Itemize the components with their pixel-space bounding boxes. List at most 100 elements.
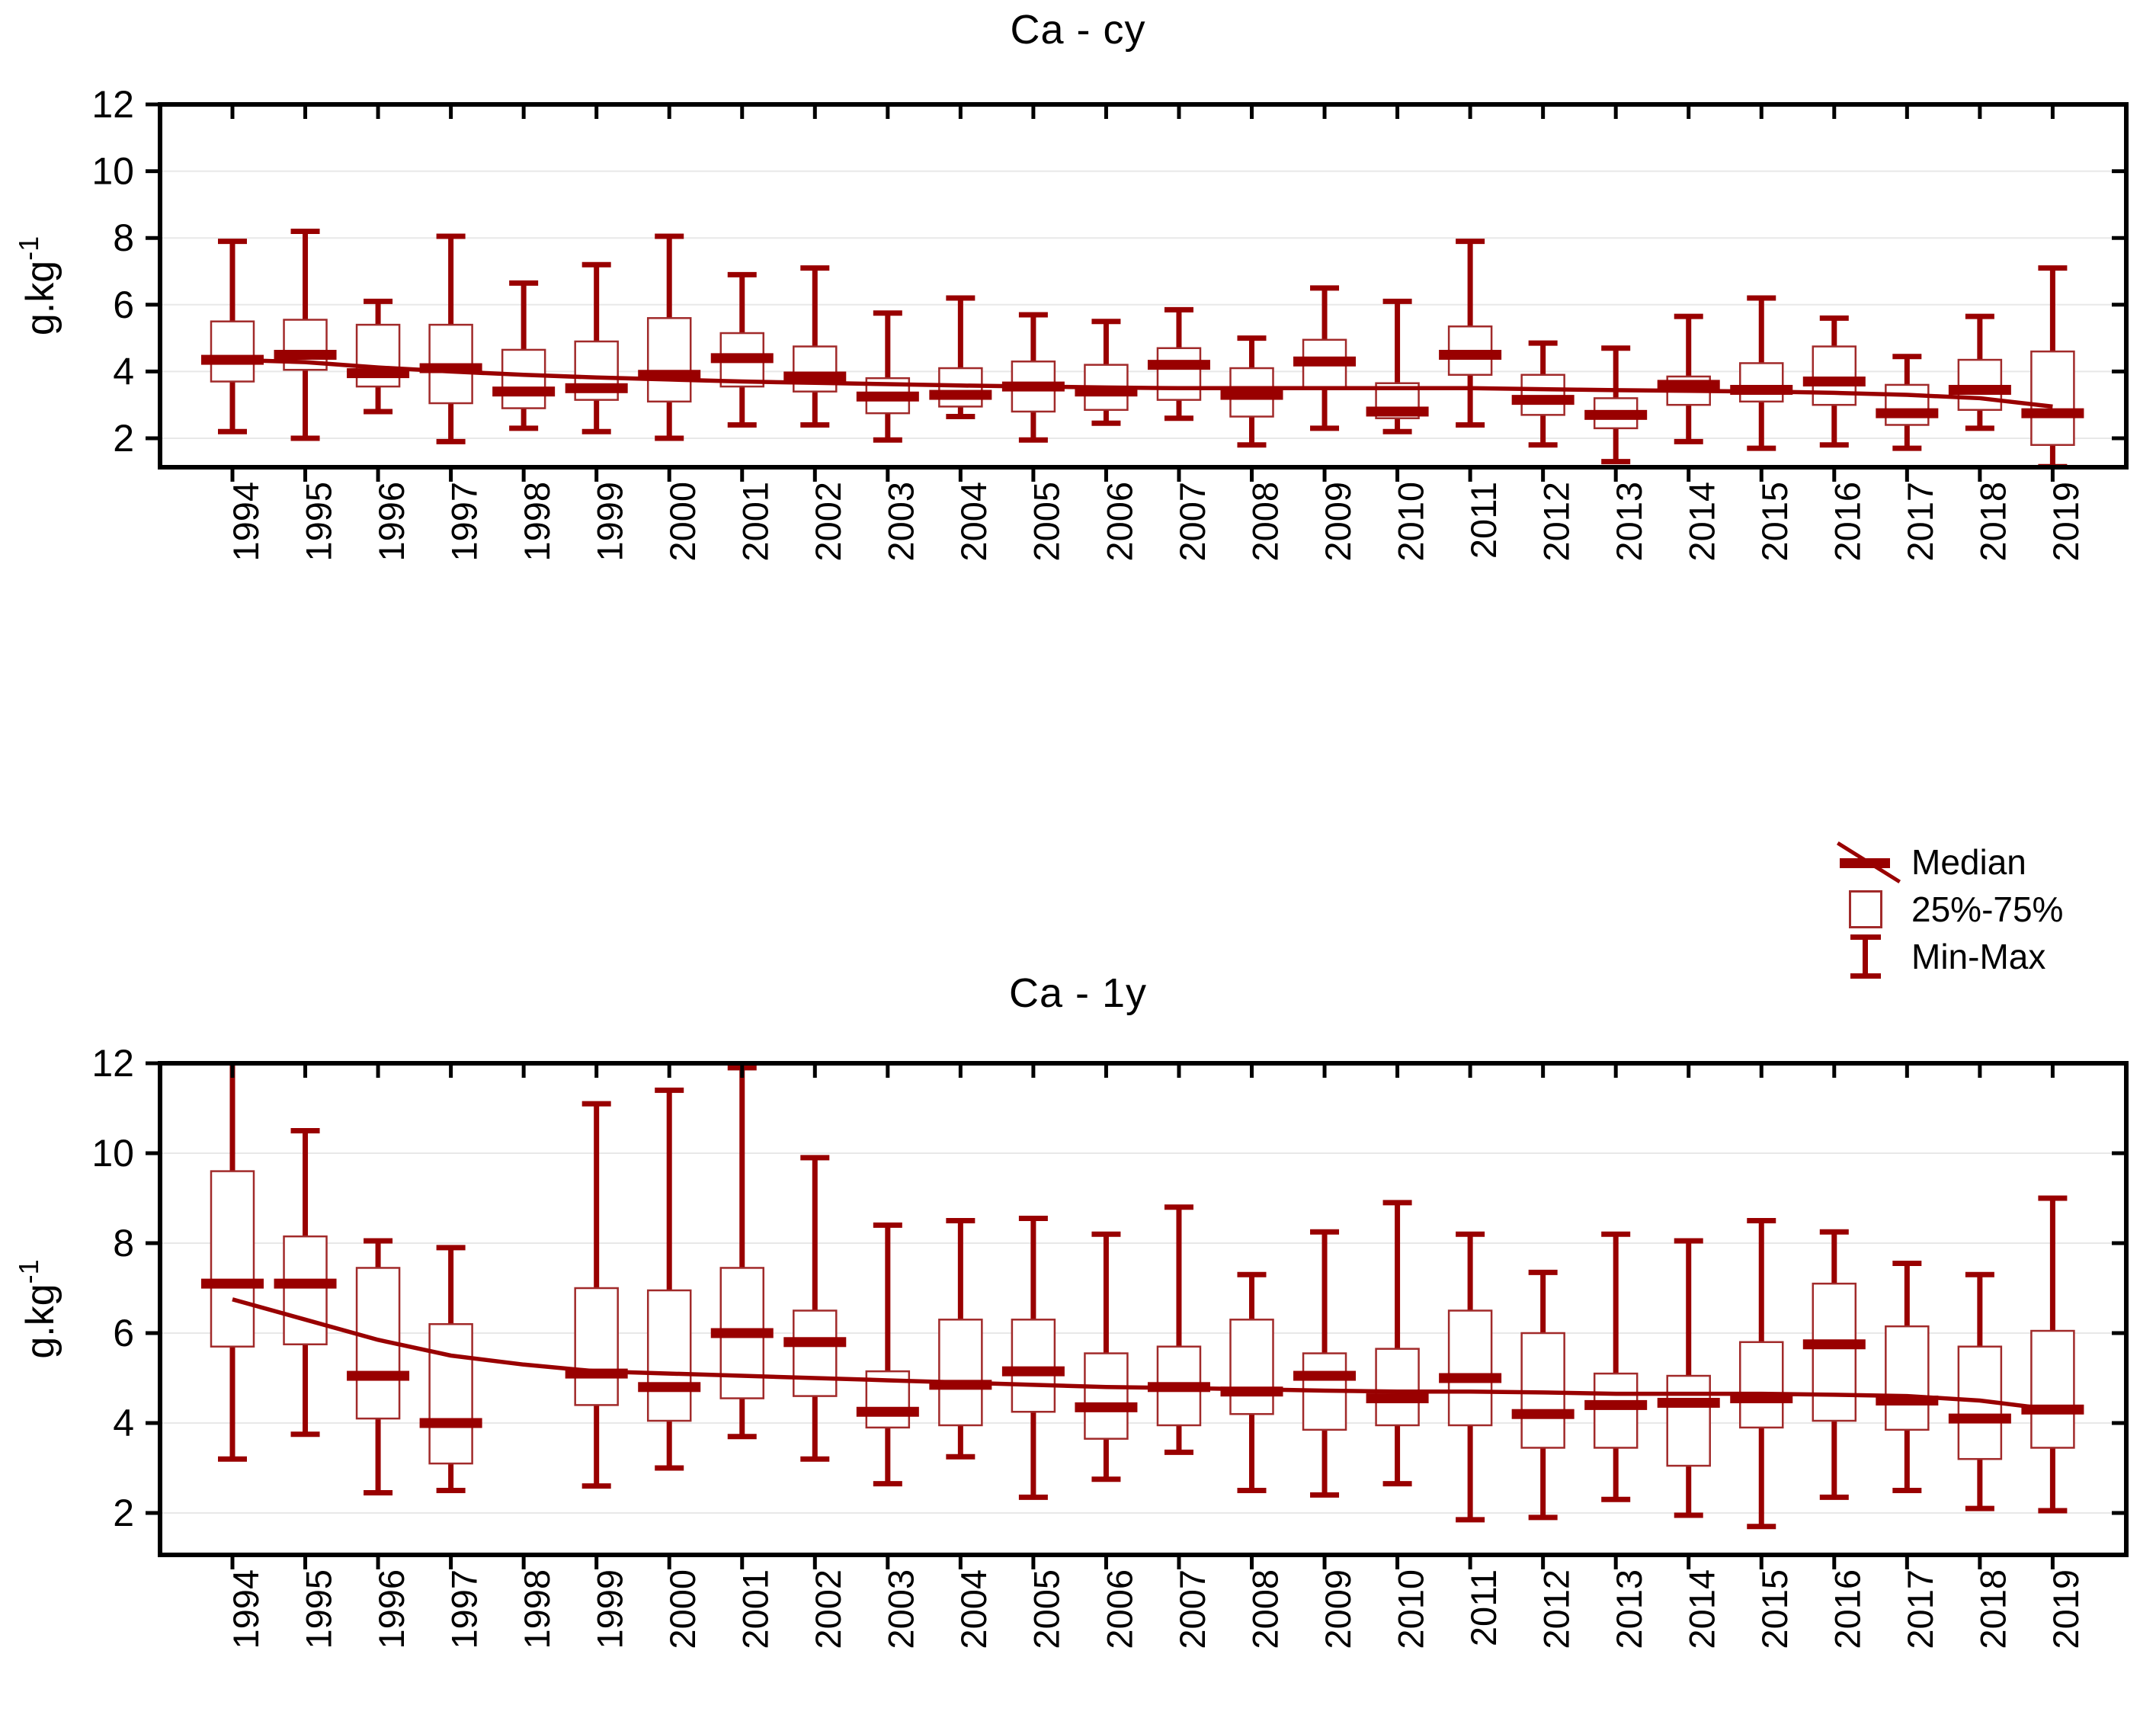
xtick-label-2008: 2008 [1245,1569,1285,1649]
ytick-label-8: 8 [113,216,134,259]
xtick-label-2001: 2001 [735,1569,776,1649]
xtick-label-2009: 2009 [1318,482,1358,562]
median-bar-2012 [1511,395,1575,405]
xtick-label-1994: 1994 [226,1569,266,1649]
box-2011 [1447,1309,1493,1427]
median-bar-2018 [1948,384,2011,395]
xtick-label-2018: 2018 [1973,1569,2013,1649]
legend-label: 25%-75% [1911,889,2064,929]
box-2017 [1885,383,1930,426]
box-2000 [646,1289,692,1422]
box-2006 [1084,1352,1129,1440]
xtick-label-1995: 1995 [298,1569,338,1649]
xtick-label-1998: 1998 [517,482,557,562]
box-2019 [2030,1329,2075,1449]
xtick-label-2014: 2014 [1682,1569,1722,1649]
median-bar-2011 [1439,350,1502,360]
xtick-label-2019: 2019 [2045,482,2086,562]
xtick-label-2011: 2011 [1463,482,1504,559]
xtick-label-2019: 2019 [2045,1569,2086,1649]
xtick-label-2005: 2005 [1027,482,1067,562]
box-2004 [938,1319,983,1427]
median-bar-2013 [1584,409,1648,420]
median-bar-2019 [2021,408,2084,418]
xtick-label-2007: 2007 [1172,482,1213,562]
median-bar-1995 [274,1278,337,1289]
median-bar-2013 [1584,1399,1648,1410]
median-bar-1996 [347,1370,410,1381]
xtick-label-2011: 2011 [1463,1569,1504,1646]
xtick-label-2013: 2013 [1609,482,1649,562]
median-bar-2017 [1876,408,1939,418]
median-bar-2014 [1657,1397,1720,1408]
ytick-label-6: 6 [113,284,134,326]
xtick-label-2015: 2015 [1754,1569,1795,1649]
box-1998 [501,348,546,409]
box-2019 [2030,350,2075,447]
xtick-label-1996: 1996 [371,482,412,562]
legend: Median 25%-75% Min-Max [1835,838,2063,980]
y-axis-label: g.kg-1 [13,236,62,335]
box-range-icon [1835,887,1911,931]
legend-item-minmax: Min-Max [1835,933,2063,980]
median-bar-2012 [1511,1409,1575,1419]
median-bar-2006 [1075,1402,1138,1412]
median-bar-1996 [347,368,410,379]
box-2007 [1156,347,1202,401]
box-2008 [1229,1319,1274,1415]
median-bar-2016 [1802,1339,1866,1350]
median-bar-1999 [565,383,628,393]
median-bar-2000 [638,1382,701,1393]
xtick-label-1999: 1999 [590,1569,630,1649]
xtick-label-1994: 1994 [226,482,266,562]
ytick-label-4: 4 [113,1402,134,1444]
ytick-label-8: 8 [113,1222,134,1264]
median-bar-2011 [1439,1373,1502,1383]
xtick-label-2006: 2006 [1099,1569,1139,1649]
median-bar-2001 [710,1328,774,1338]
legend-item-box: 25%-75% [1835,886,2063,933]
xtick-label-2012: 2012 [1536,1569,1576,1649]
xtick-label-2000: 2000 [662,1569,703,1649]
box-2010 [1375,1348,1420,1427]
xtick-label-2005: 2005 [1027,1569,1067,1649]
xtick-label-2002: 2002 [808,482,848,562]
legend-label: Min-Max [1911,937,2046,976]
ytick-label-12: 12 [91,1042,134,1085]
axis-frame [158,102,2129,470]
median-bar-2014 [1657,380,1720,390]
xtick-label-2016: 2016 [1828,1569,1868,1649]
legend-label: Median [1911,842,2026,882]
median-trend-line [232,1297,2053,1412]
box-2018 [1957,358,2003,412]
xtick-label-2004: 2004 [953,482,994,562]
xtick-label-2009: 2009 [1318,1569,1358,1649]
xtick-label-2014: 2014 [1682,482,1722,562]
box-2016 [1812,1282,1857,1422]
median-line-icon [1835,840,1911,884]
xtick-label-2003: 2003 [881,1569,921,1649]
median-bar-2002 [783,371,847,382]
box-2013 [1593,1372,1639,1449]
box-2002 [793,1309,838,1397]
y-axis-label: g.kg-1 [13,1259,62,1358]
box-2016 [1812,345,1857,406]
xtick-label-1997: 1997 [444,1569,484,1649]
box-1994 [210,320,255,383]
median-trend-line [232,357,2053,409]
xtick-label-2000: 2000 [662,482,703,562]
box-2015 [1739,1341,1784,1429]
xtick-label-2018: 2018 [1973,482,2013,562]
xtick-label-2001: 2001 [735,482,776,562]
xtick-label-2015: 2015 [1754,482,1795,562]
axis-frame [158,1061,2129,1557]
ytick-label-4: 4 [113,350,134,393]
xtick-label-2004: 2004 [953,1569,994,1649]
box-2015 [1739,362,1784,403]
box-1994 [210,1170,255,1348]
ytick-label-12: 12 [91,83,134,126]
xtick-label-2013: 2013 [1609,1569,1649,1649]
xtick-label-2010: 2010 [1390,1569,1430,1649]
median-bar-2010 [1366,406,1429,417]
xtick-label-2007: 2007 [1172,1569,1213,1649]
